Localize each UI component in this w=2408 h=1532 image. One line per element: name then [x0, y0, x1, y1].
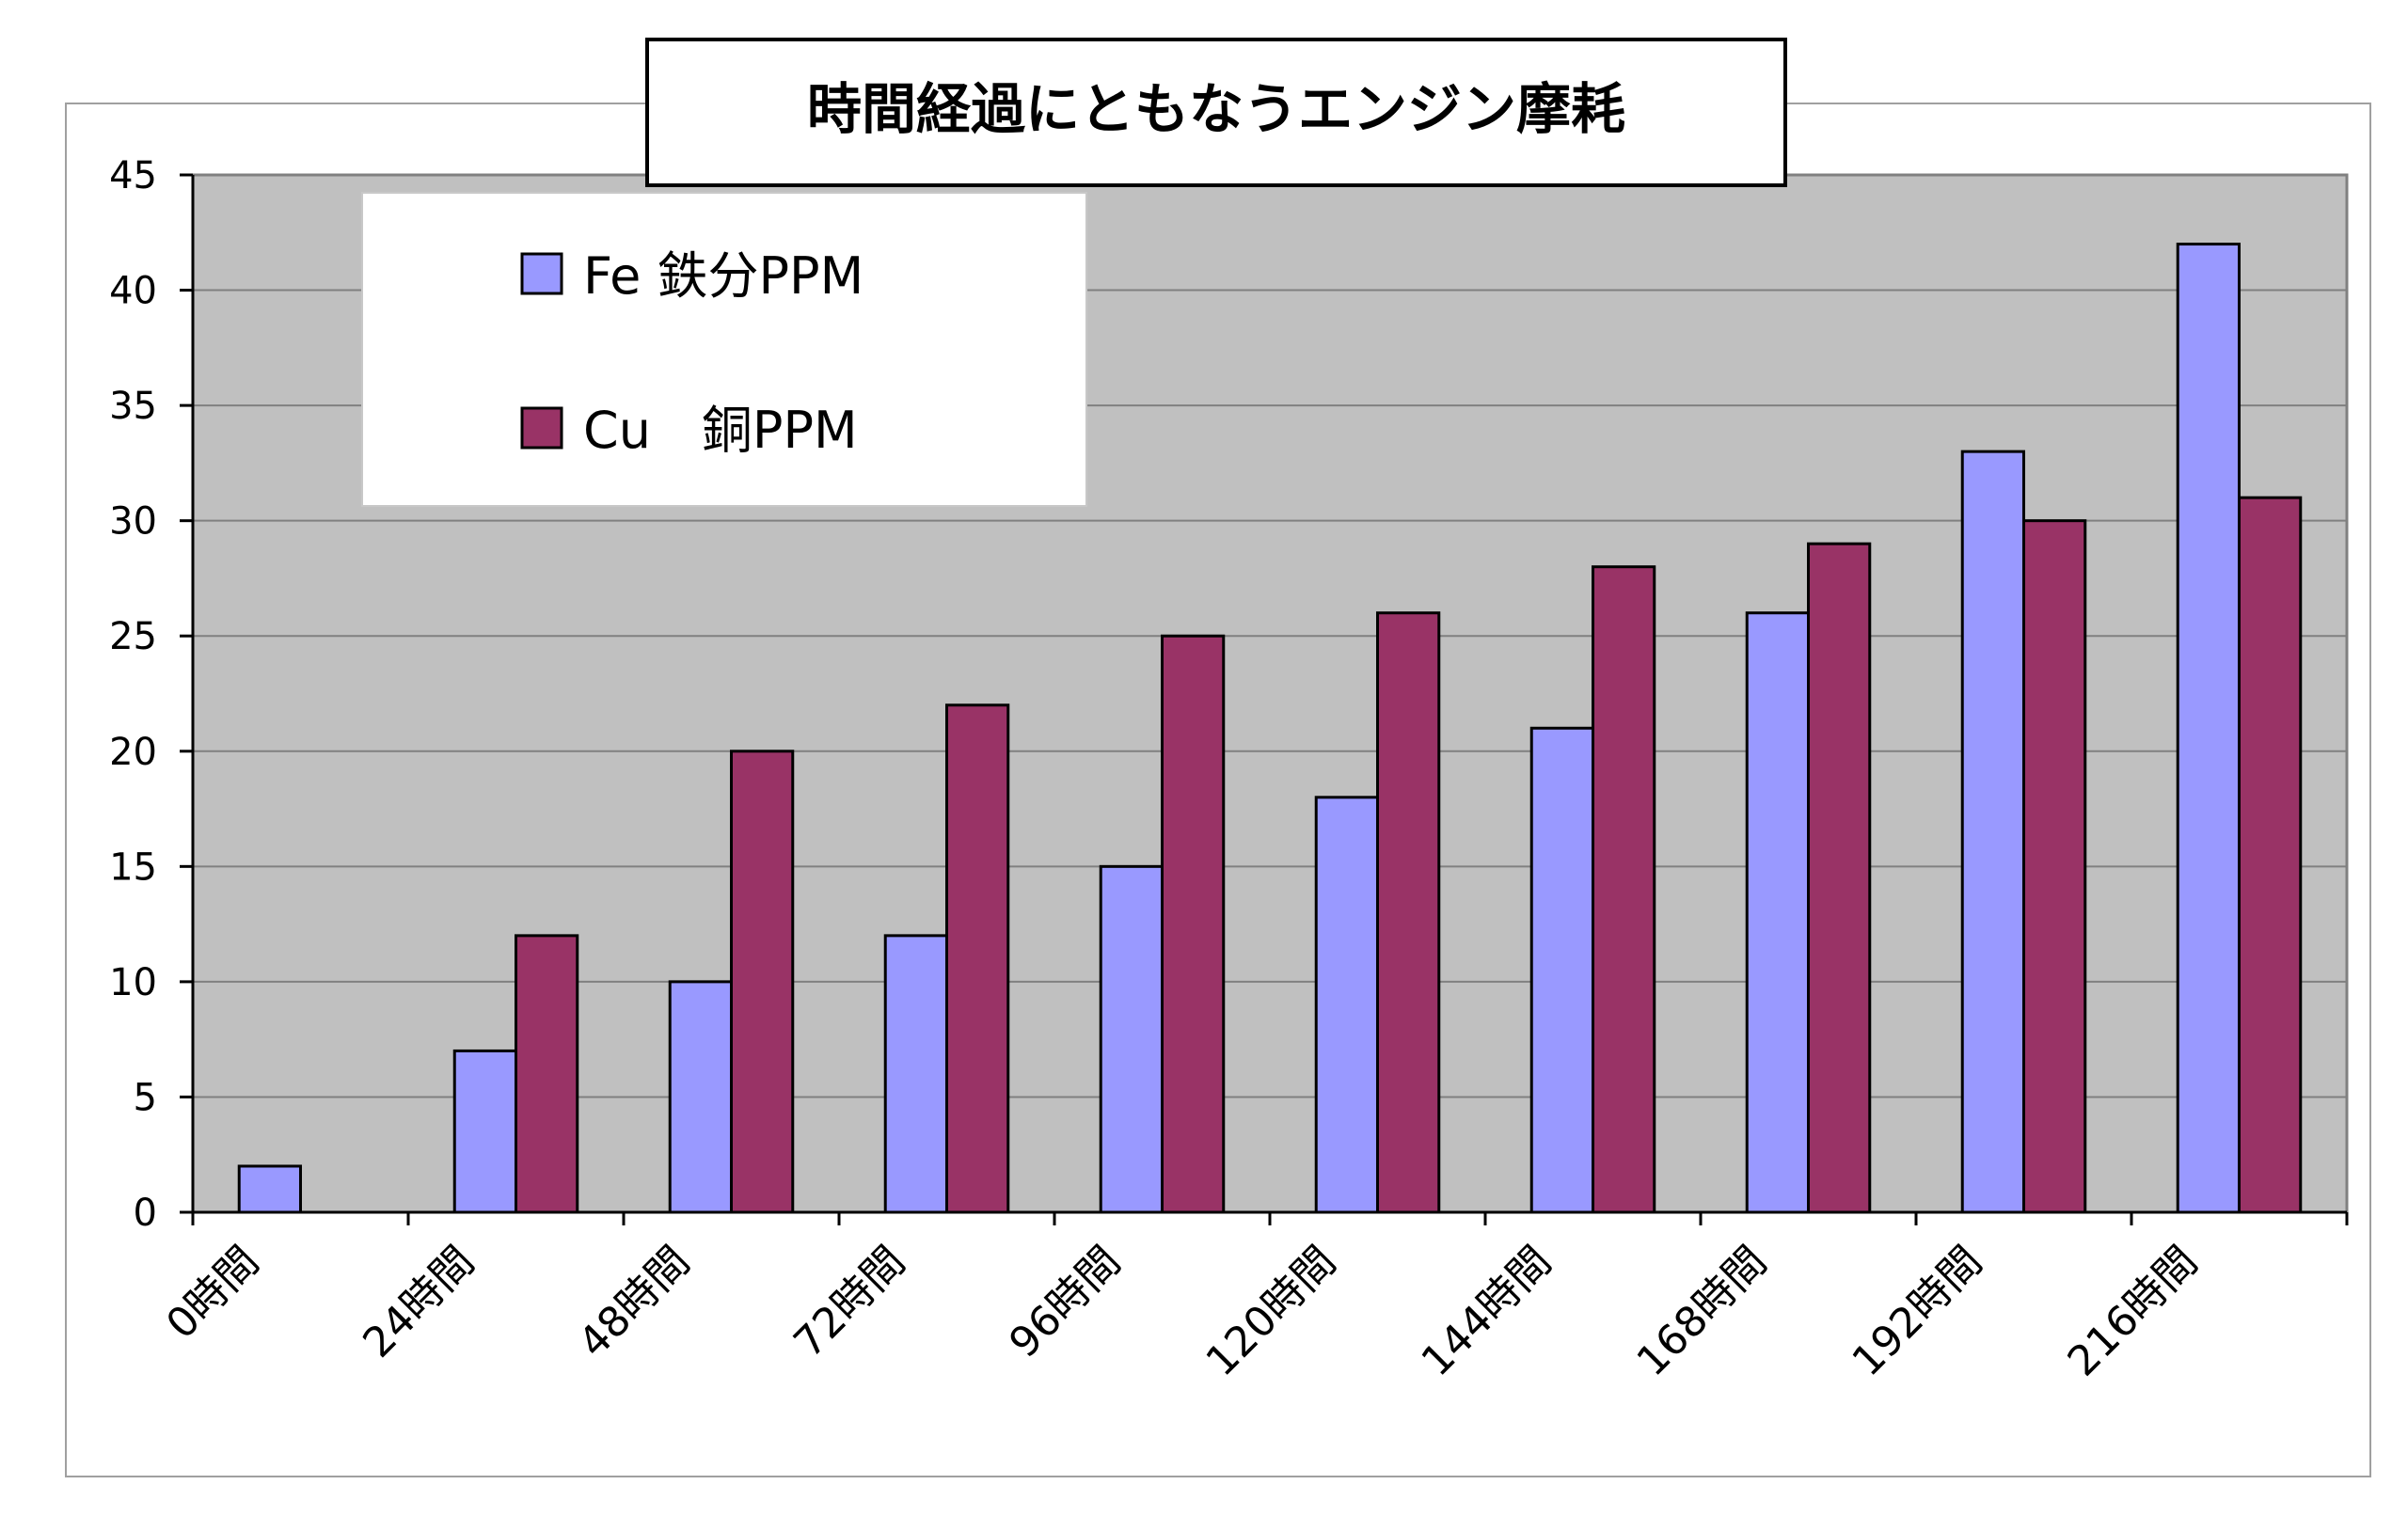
bar-fe [2176, 243, 2242, 1214]
bar-fe [1960, 450, 2026, 1214]
legend: Fe 鉄分PPM Cu 銅PPM [361, 192, 1087, 507]
bar-cu [945, 703, 1010, 1214]
bar-cu [2022, 519, 2087, 1214]
legend-label-fe: Fe 鉄分PPM [583, 246, 863, 306]
y-tick-label: 45 [109, 154, 157, 197]
y-tick-label: 40 [109, 270, 157, 313]
y-tick-labels: 0 5 10 15 20 25 30 35 40 45 [109, 154, 157, 1235]
y-tick-label: 0 [134, 1192, 157, 1235]
chart-title-box: 時間経過にともなうエンジン摩耗 [645, 38, 1787, 187]
y-tick-label: 15 [109, 845, 157, 889]
bar-fe [883, 934, 948, 1214]
y-tick-label: 35 [109, 385, 157, 428]
bars [237, 243, 2303, 1214]
bar-fe [1529, 726, 1594, 1214]
legend-label-cu: Cu 銅PPM [583, 401, 858, 460]
bar-cu [515, 934, 579, 1214]
legend-swatch-fe [520, 252, 563, 295]
bar-cu [1592, 565, 1656, 1214]
bar-fe [1745, 611, 1810, 1214]
y-tick-label: 25 [109, 615, 157, 658]
y-tick-label: 20 [109, 731, 157, 774]
bar-cu [1161, 634, 1226, 1214]
bar-fe [1314, 796, 1379, 1214]
bar-cu [1807, 542, 1872, 1214]
bar-fe [668, 980, 733, 1214]
bar-fe [452, 1049, 517, 1214]
y-tick-label: 10 [109, 961, 157, 1004]
bar-fe [237, 1164, 302, 1214]
bar-cu [730, 750, 795, 1214]
bar-fe [1099, 864, 1164, 1214]
chart-title: 時間経過にともなうエンジン摩耗 [807, 77, 1625, 141]
y-tick-label: 30 [109, 500, 157, 544]
axes [180, 173, 2349, 1225]
bar-cu [1376, 611, 1441, 1214]
legend-swatch-cu [520, 406, 563, 450]
y-tick-label: 5 [134, 1076, 157, 1119]
legend-box [361, 192, 1087, 507]
bar-cu [2238, 496, 2303, 1214]
